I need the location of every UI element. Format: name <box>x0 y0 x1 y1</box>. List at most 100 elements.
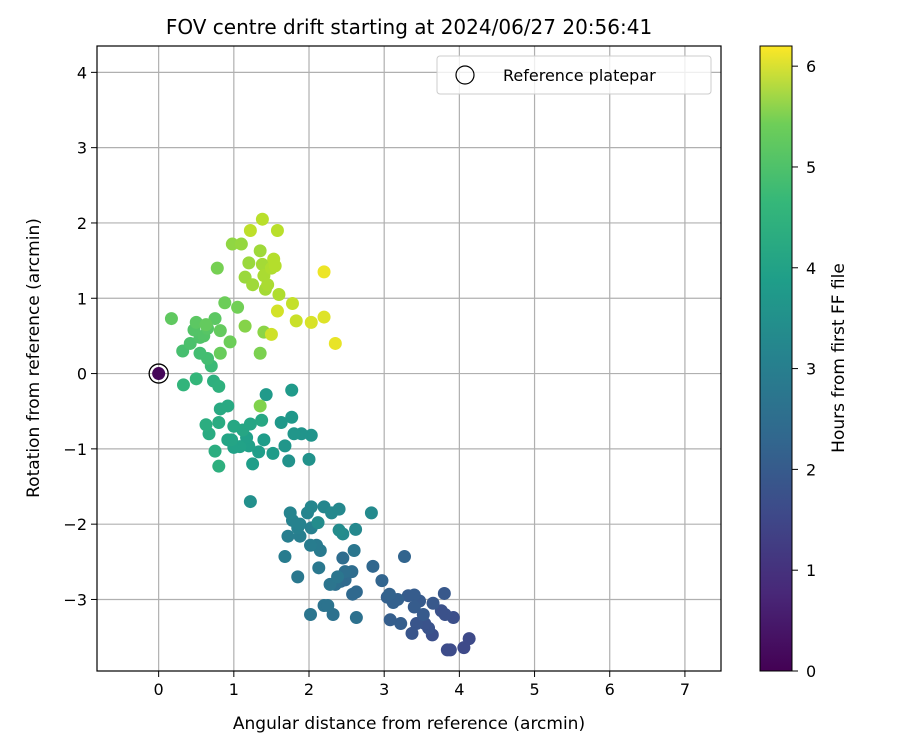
data-point <box>164 312 178 326</box>
y-tick-label: 2 <box>77 214 87 233</box>
data-point <box>270 223 284 237</box>
data-point <box>243 495 257 509</box>
x-tick-label: 3 <box>379 680 389 699</box>
data-point <box>213 346 227 360</box>
data-point <box>231 300 245 314</box>
data-point <box>246 278 260 292</box>
data-point <box>346 587 360 601</box>
data-point <box>434 604 448 618</box>
data-point <box>410 617 424 631</box>
data-point <box>312 561 326 575</box>
data-point <box>317 310 331 324</box>
data-point <box>261 278 275 292</box>
data-point <box>234 237 248 251</box>
data-point <box>332 523 346 537</box>
data-point <box>328 336 342 350</box>
x-tick-label: 2 <box>304 680 314 699</box>
data-point <box>253 346 267 360</box>
y-axis-ticks: −3 −2 −1 0 1 2 3 4 <box>63 63 97 609</box>
data-point <box>375 574 389 588</box>
colorbar-label: Hours from first FF file <box>829 263 849 453</box>
data-point <box>304 315 318 329</box>
data-point <box>291 570 305 584</box>
x-tick-label: 6 <box>605 680 615 699</box>
y-tick-label: 1 <box>77 289 87 308</box>
data-point <box>243 417 257 431</box>
data-point <box>264 327 278 341</box>
y-tick-label: −1 <box>63 440 87 459</box>
data-point <box>317 265 331 279</box>
data-point <box>401 589 415 603</box>
x-tick-label: 4 <box>454 680 464 699</box>
data-point <box>287 427 301 441</box>
data-point <box>285 410 299 424</box>
x-tick-label: 5 <box>529 680 539 699</box>
data-point <box>189 372 203 386</box>
data-point <box>285 383 299 397</box>
data-point <box>349 611 363 625</box>
legend-entry-reference: Reference platepar <box>503 66 656 85</box>
data-point <box>199 318 213 332</box>
data-point <box>282 454 296 468</box>
data-point <box>397 550 411 564</box>
data-point <box>259 388 273 402</box>
data-point <box>212 416 226 430</box>
data-point <box>267 252 281 266</box>
y-tick-label: −2 <box>63 515 87 534</box>
data-point <box>253 399 267 413</box>
data-point <box>382 587 396 601</box>
colorbar-tick-label: 6 <box>806 57 816 76</box>
data-points <box>148 212 476 657</box>
colorbar-tick-label: 0 <box>806 662 816 681</box>
data-point <box>304 500 318 514</box>
data-point <box>302 452 316 466</box>
data-point <box>212 379 226 393</box>
data-point <box>304 538 318 552</box>
data-point <box>218 296 232 310</box>
colorbar-tick-label: 3 <box>806 360 816 379</box>
colorbar-tick-label: 2 <box>806 460 816 479</box>
legend-marker <box>455 65 475 85</box>
colorbar-tick-label: 5 <box>806 158 816 177</box>
data-point <box>426 596 440 610</box>
data-point <box>289 314 303 328</box>
data-point <box>383 613 397 627</box>
data-point <box>283 506 297 520</box>
data-point <box>416 608 430 622</box>
data-point <box>199 418 213 432</box>
data-point <box>281 529 295 543</box>
data-point <box>225 237 239 251</box>
colorbar-ticks: 0 1 2 3 4 5 6 <box>792 57 816 681</box>
data-point <box>407 600 421 614</box>
data-point <box>266 446 280 460</box>
data-point <box>253 244 267 258</box>
data-point <box>213 402 227 416</box>
data-point <box>152 367 166 381</box>
data-point <box>193 346 207 360</box>
colorbar-gradient <box>759 45 793 672</box>
y-tick-label: 0 <box>77 365 87 384</box>
data-point <box>443 643 457 657</box>
data-point <box>183 336 197 350</box>
data-point <box>212 459 226 473</box>
colorbar-tick-label: 4 <box>806 259 816 278</box>
colorbar-tick-label: 1 <box>806 561 816 580</box>
data-point <box>347 544 361 558</box>
data-point <box>311 516 325 530</box>
data-point <box>331 570 345 584</box>
data-point <box>394 617 408 631</box>
plot-frame <box>96 45 722 672</box>
y-tick-label: −3 <box>63 590 87 609</box>
data-point <box>238 319 252 333</box>
data-point <box>242 256 256 270</box>
x-tick-label: 7 <box>680 680 690 699</box>
x-axis-label: Angular distance from reference (arcmin) <box>233 714 585 734</box>
data-point <box>210 261 224 275</box>
x-tick-label: 0 <box>154 680 164 699</box>
data-point <box>272 287 286 301</box>
data-point <box>255 212 269 226</box>
data-point <box>252 445 266 459</box>
data-point <box>227 419 241 433</box>
data-point <box>437 586 451 600</box>
